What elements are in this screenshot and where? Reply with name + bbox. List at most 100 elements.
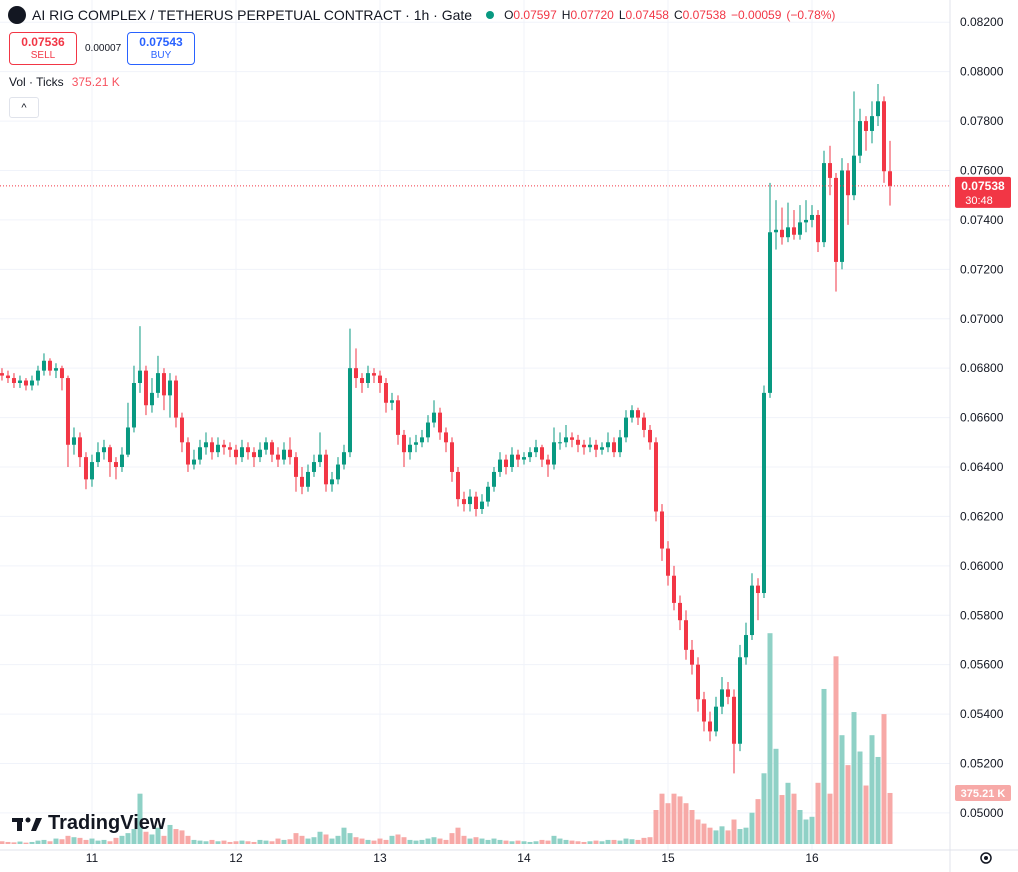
candle-body	[479, 501, 484, 510]
volume-bar	[545, 840, 551, 844]
candle-body	[257, 449, 262, 458]
candle-body	[113, 462, 118, 468]
candle-body	[881, 101, 886, 172]
price-label: 0.07538	[961, 179, 1005, 193]
ohlc-value: 0.07458	[625, 8, 669, 22]
volume-bar	[839, 735, 845, 844]
volume-bar	[317, 831, 323, 844]
candle-body	[641, 417, 646, 430]
sell-price[interactable]: 0.07536	[21, 34, 65, 49]
collapse-button[interactable]: ^	[9, 97, 39, 118]
candle-body	[569, 437, 574, 440]
candle-body	[0, 373, 4, 376]
candle-body	[77, 437, 82, 458]
volume-bar	[887, 792, 893, 844]
ohlc-key: L	[618, 8, 626, 22]
volume-bar	[113, 837, 119, 844]
volume-bar	[869, 735, 875, 844]
volume-bar	[0, 841, 5, 844]
candle-body	[317, 454, 322, 463]
volume-bar	[725, 830, 731, 844]
volume-bar	[239, 840, 245, 844]
candle-body	[347, 368, 352, 453]
candle-body	[197, 447, 202, 460]
candle-body	[857, 121, 862, 156]
sell-label[interactable]: SELL	[30, 49, 56, 61]
candle-body	[299, 476, 304, 487]
candle-body	[827, 163, 832, 178]
candle-body	[47, 360, 52, 371]
candle-body	[515, 454, 520, 460]
gear-center[interactable]	[984, 856, 988, 860]
candle-body	[695, 664, 700, 700]
volume-bar	[659, 793, 665, 844]
volume-bar	[425, 838, 431, 844]
candle-body	[65, 378, 70, 445]
candle-body	[215, 444, 220, 453]
volume-bar	[107, 841, 113, 844]
candle-body	[275, 454, 280, 460]
candle-body	[665, 548, 670, 576]
volume-bar	[665, 803, 671, 844]
candle-body	[581, 444, 586, 448]
y-tick-label: 0.05600	[960, 658, 1004, 672]
volume-bar	[431, 837, 437, 844]
settings-icon[interactable]	[980, 852, 992, 864]
brand-mark	[12, 817, 42, 831]
buy-price[interactable]: 0.07543	[139, 34, 183, 49]
volume-bar	[767, 633, 773, 844]
volume-bar	[41, 839, 47, 844]
volume-bar	[605, 839, 611, 844]
candle-body	[443, 432, 448, 443]
volume-bar	[35, 840, 41, 844]
volume-bar	[233, 841, 239, 844]
volume-bar	[167, 824, 173, 844]
candle-body	[389, 400, 394, 403]
candle-body	[131, 382, 136, 428]
candle-body	[821, 163, 826, 243]
brand-shape	[17, 817, 22, 831]
candle-body	[245, 447, 250, 453]
candle-body	[89, 462, 94, 480]
gear[interactable]	[980, 852, 992, 864]
candle-body	[293, 457, 298, 477]
candle-body	[455, 471, 460, 500]
volume-bar	[461, 835, 467, 844]
price-label-box	[955, 176, 1011, 208]
candle-body	[149, 392, 154, 406]
candle-body	[593, 444, 598, 450]
volume-bar	[437, 838, 443, 844]
volume-bar	[365, 839, 371, 844]
volume-bar	[515, 840, 521, 844]
change: −0.00059	[731, 8, 782, 22]
candle-body	[557, 442, 562, 444]
volume-bar	[617, 840, 623, 844]
volume-bar	[497, 839, 503, 844]
volume-bar	[701, 823, 707, 844]
volume-bar	[443, 839, 449, 844]
candle-body	[551, 442, 556, 465]
y-tick-label: 0.07000	[960, 312, 1004, 326]
candle-body	[659, 511, 664, 549]
candle-body	[503, 459, 508, 468]
volume-bar	[599, 841, 605, 844]
volume-last: 375.21 K	[71, 75, 120, 89]
candle-body	[17, 380, 22, 383]
volume-bar	[827, 793, 833, 844]
candle-body	[383, 382, 388, 403]
x-tick-label: 13	[373, 851, 387, 865]
volume-bar	[53, 838, 59, 844]
buy-button[interactable]: 0.07543 BUY	[127, 32, 195, 65]
candle-body	[701, 699, 706, 722]
y-tick-label: 0.07800	[960, 114, 1004, 128]
sell-button[interactable]: 0.07536 SELL	[9, 32, 77, 65]
y-tick-label: 0.07600	[960, 163, 1004, 177]
volume-bar	[779, 795, 785, 844]
volume-bar	[353, 837, 359, 844]
x-tick-label: 12	[229, 851, 243, 865]
buy-label[interactable]: BUY	[150, 49, 172, 61]
candle-body	[599, 447, 604, 450]
candle-body	[419, 437, 424, 443]
candle-body	[713, 706, 718, 732]
